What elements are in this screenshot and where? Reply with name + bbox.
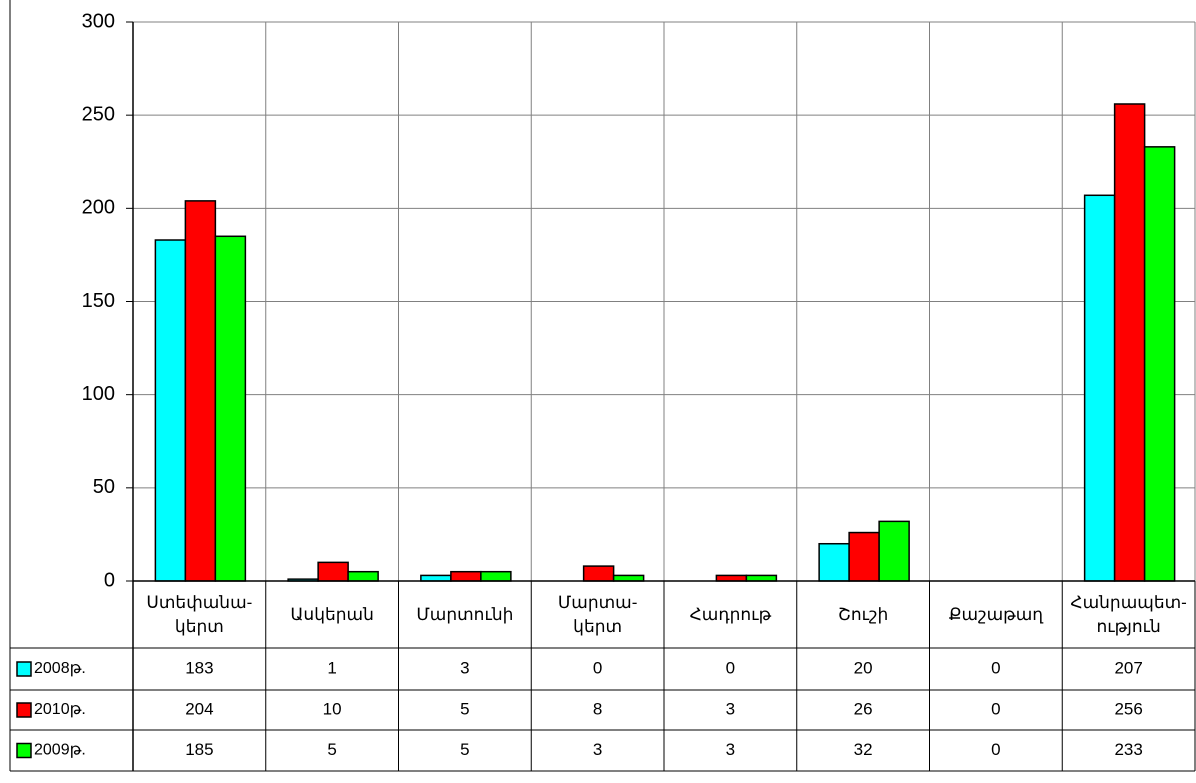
x-tick-label: Ասկերան — [290, 604, 374, 624]
bar — [154, 239, 187, 582]
legend-label: 2009թ. — [34, 742, 86, 759]
x-tick-label: Հանրապետ- ություն — [1070, 592, 1187, 636]
y-tick-label: 100 — [82, 383, 115, 405]
y-tick-label: 50 — [93, 476, 115, 498]
table-value: 233 — [1114, 740, 1142, 759]
x-tick-label: Հադրութ — [689, 604, 772, 624]
y-tick-label: 250 — [82, 103, 115, 125]
bar — [878, 520, 910, 582]
table-value: 5 — [460, 740, 469, 759]
bar — [317, 561, 349, 582]
table-value: 32 — [854, 740, 873, 759]
x-tick-label: Շուշի — [837, 604, 889, 624]
table-value: 0 — [991, 740, 1000, 759]
bar — [818, 542, 850, 582]
table-value: 256 — [1114, 699, 1142, 718]
y-tick-label: 200 — [82, 197, 115, 219]
bar — [347, 570, 379, 582]
legend-key — [16, 702, 32, 718]
legend-label: 2008թ. — [34, 660, 86, 677]
table-value: 0 — [991, 658, 1000, 677]
table-value: 204 — [185, 699, 213, 718]
table-value: 8 — [593, 699, 602, 718]
table-value: 3 — [460, 658, 469, 677]
x-tick-label: Մարտունի — [416, 604, 514, 624]
x-tick-label: Ստեփանա- կերտ — [146, 592, 253, 636]
bar — [184, 200, 217, 582]
table-value: 3 — [726, 740, 735, 759]
table-value: 3 — [593, 740, 602, 759]
table-value: 5 — [460, 699, 469, 718]
x-tick-label: Մարտա- կերտ — [557, 592, 638, 636]
x-tick-label: Քաշաթաղ — [948, 604, 1044, 624]
table-value: 10 — [323, 699, 342, 718]
bar — [214, 235, 247, 582]
table-value: 0 — [593, 658, 602, 677]
y-tick-label: 0 — [104, 569, 115, 591]
y-tick-label: 300 — [82, 10, 115, 32]
legend-key — [16, 661, 32, 677]
legend-label: 2010թ. — [34, 701, 86, 718]
table-value: 0 — [991, 699, 1000, 718]
table-value: 26 — [854, 699, 873, 718]
bar — [848, 531, 880, 582]
table-value: 1 — [327, 658, 336, 677]
table-value: 20 — [854, 658, 873, 677]
bar — [1083, 194, 1116, 582]
bar — [480, 570, 512, 582]
legend-key — [16, 742, 32, 759]
y-tick-label: 150 — [82, 290, 115, 312]
table-value: 185 — [185, 740, 213, 759]
table-value: 0 — [726, 658, 735, 677]
bar — [1143, 146, 1176, 582]
bar — [1113, 103, 1146, 582]
table-value: 3 — [726, 699, 735, 718]
table-value: 183 — [185, 658, 213, 677]
bar — [582, 565, 615, 582]
table-value: 5 — [327, 740, 336, 759]
table-value: 207 — [1114, 658, 1142, 677]
bar — [450, 570, 482, 582]
